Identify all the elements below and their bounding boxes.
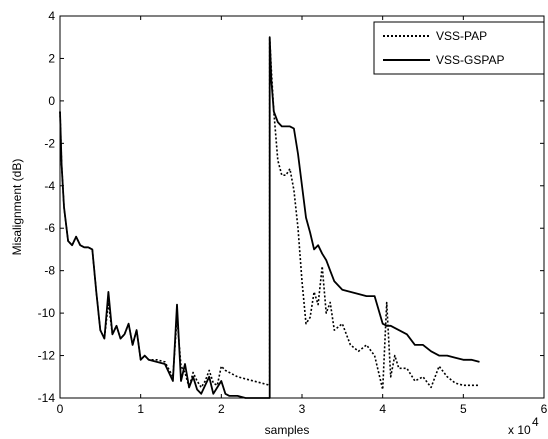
series-layer [59, 36, 480, 399]
x-tick-label: 2 [218, 402, 225, 416]
y-tick-label: -14 [38, 391, 56, 405]
x-axis-label: samples [265, 423, 310, 437]
series-line-vss-gspap [59, 36, 480, 399]
x-tick-label: 5 [460, 402, 467, 416]
y-tick-label: -12 [38, 349, 56, 363]
y-tick-label: -8 [44, 264, 55, 278]
y-tick-label: -2 [44, 136, 55, 150]
legend-box [373, 21, 545, 75]
y-tick-label: -10 [38, 306, 56, 320]
x-tick-label: 4 [379, 402, 386, 416]
x-exponent-label: x 10 [508, 423, 531, 437]
x-tick-label: 0 [57, 402, 64, 416]
y-tick-label: 0 [48, 94, 55, 108]
legend-label-vss-gspap: VSS-GSPAP [436, 53, 504, 67]
y-axis-label: Misalignment (dB) [10, 159, 24, 256]
y-tick-label: 2 [48, 51, 55, 65]
y-tick-label: -4 [44, 179, 55, 193]
legend: VSS-PAP VSS-GSPAP [373, 21, 545, 75]
legend-label-vss-pap: VSS-PAP [436, 29, 487, 43]
x-tick-label: 3 [299, 402, 306, 416]
y-tick-label: 4 [48, 9, 55, 23]
axis-ticks: 0 1 2 3 4 5 6 4 2 0 -2 -4 -6 -8 -10 -12 -14 [38, 9, 548, 416]
x-exponent-power: 4 [532, 415, 539, 429]
x-tick-label: 6 [541, 402, 548, 416]
x-tick-label: 1 [137, 402, 144, 416]
y-tick-label: -6 [44, 221, 55, 235]
plot-area [59, 15, 545, 399]
